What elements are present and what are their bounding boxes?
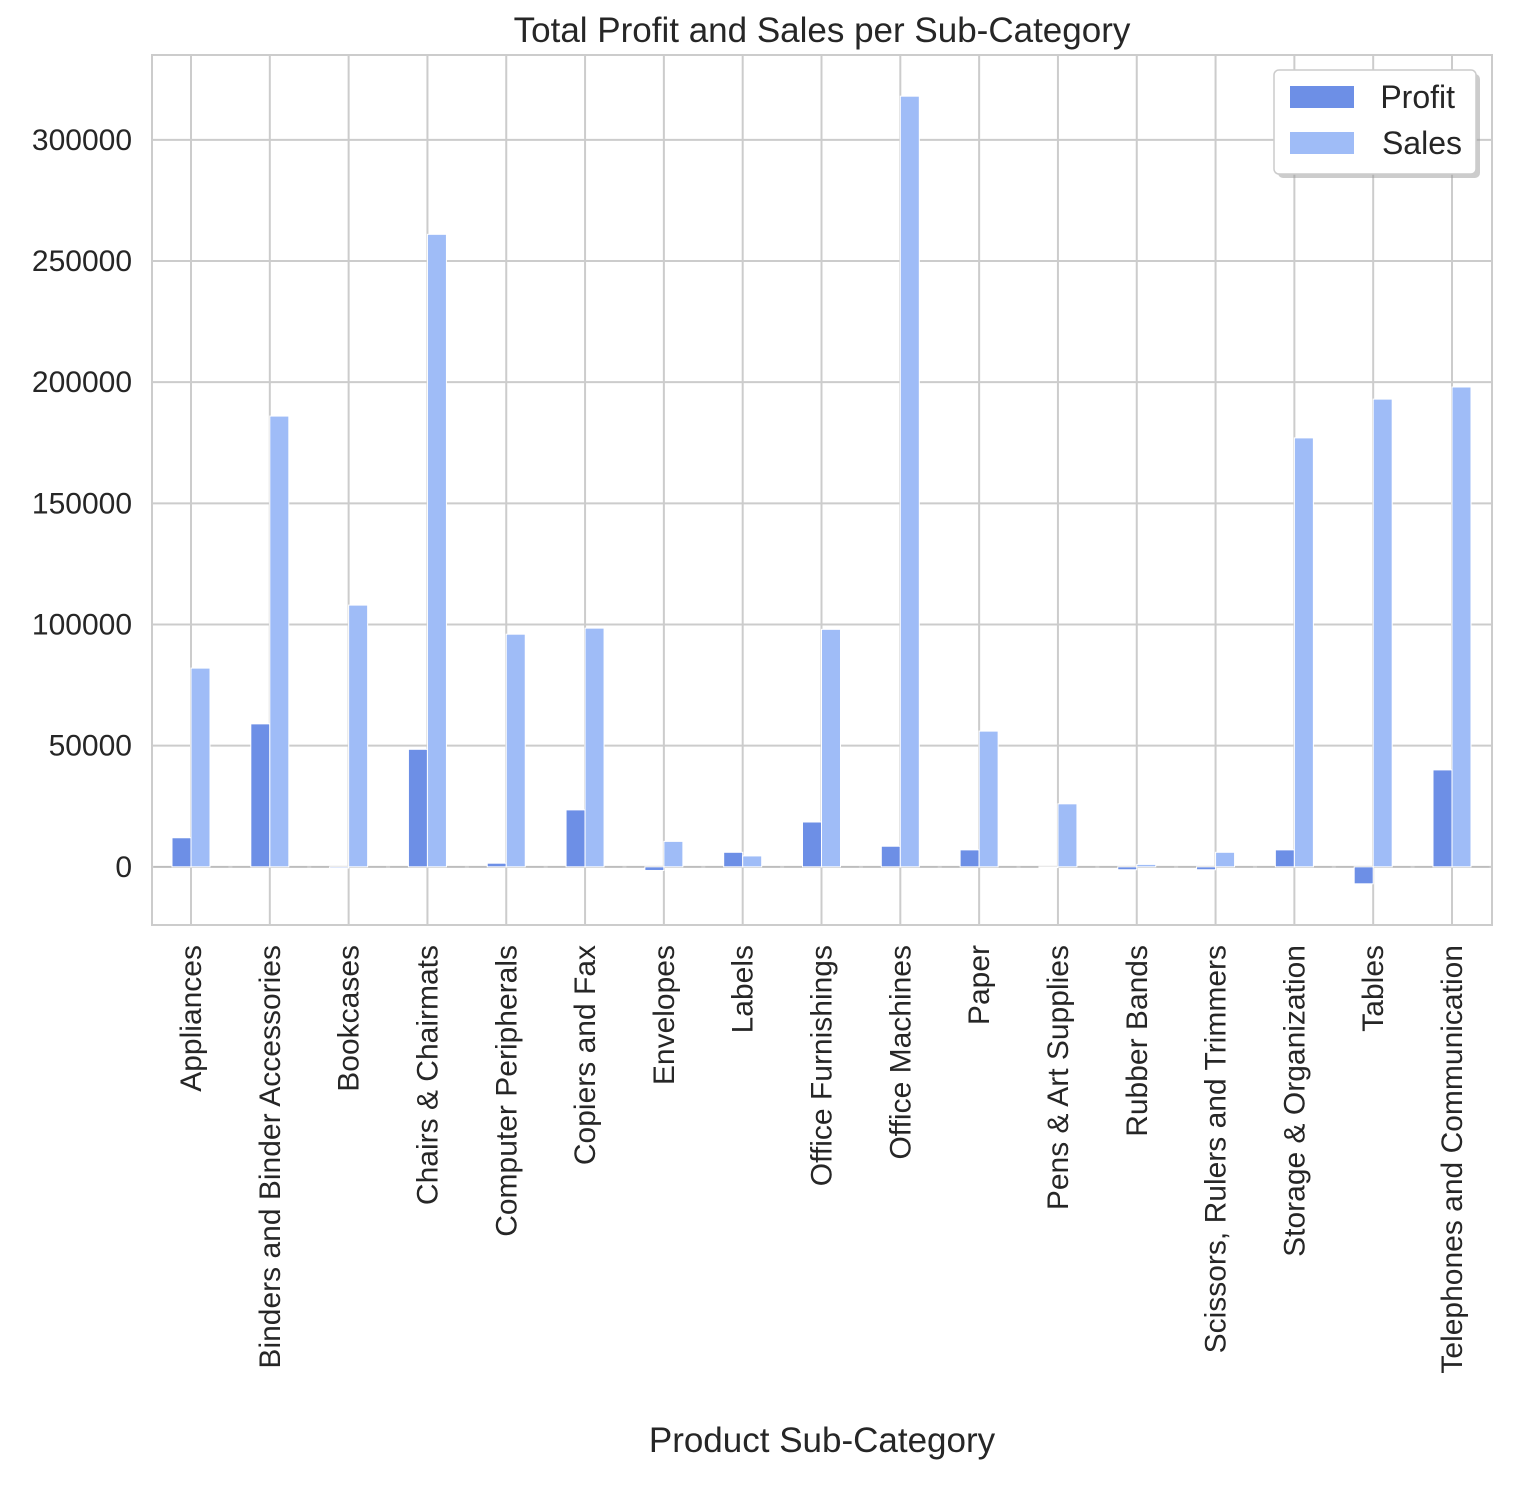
y-tick-label: 0 [115, 851, 132, 884]
bar-sales [269, 415, 290, 868]
bar-profit [329, 866, 350, 869]
x-tick-label: Storage & Organization [1278, 945, 1311, 1257]
legend-swatch-sales [1290, 132, 1354, 154]
y-tick-label: 150000 [32, 487, 132, 520]
x-axis-label: Product Sub-Category [649, 1421, 996, 1460]
bar-sales [348, 604, 369, 868]
bar-sales [505, 633, 526, 868]
bar-sales [190, 667, 211, 868]
chart-title: Total Profit and Sales per Sub-Category [514, 11, 1131, 50]
bar-sales [1215, 851, 1236, 868]
bar-profit [565, 809, 586, 868]
bar-profit [1038, 866, 1059, 869]
y-tick-label: 250000 [32, 245, 132, 278]
legend-swatch-profit [1290, 86, 1354, 108]
bar-sales [821, 628, 841, 868]
x-tick-label: Telephones and Communication [1436, 945, 1469, 1374]
bar-sales [978, 730, 999, 868]
x-tick-label: Rubber Bands [1121, 945, 1154, 1137]
bar-sales [1057, 803, 1078, 868]
bar-profit [802, 821, 822, 868]
x-tick-label: Bookcases [333, 945, 366, 1092]
bar-profit [959, 849, 980, 868]
bar-sales [663, 840, 684, 868]
bar-profit [723, 851, 744, 868]
x-tick-label: Copiers and Fax [569, 945, 602, 1165]
x-tick-label: Binders and Binder Accessories [254, 945, 287, 1369]
y-tick-labels: 0 50000 100000 150000 200000 250000 300000 [32, 124, 132, 884]
x-tick-labels: Appliances Binders and Binder Accessories… [175, 945, 1469, 1374]
bar-sales [899, 95, 920, 868]
y-tick-label: 200000 [32, 366, 132, 399]
bar-profit [250, 723, 271, 868]
y-tick-label: 300000 [32, 124, 132, 157]
bar-sales [1372, 398, 1393, 868]
x-tick-label: Tables [1357, 945, 1390, 1032]
y-tick-label: 100000 [32, 608, 132, 641]
bar-sales [1451, 386, 1472, 868]
bar-sales [426, 233, 447, 868]
bar-sales [1136, 863, 1157, 868]
bar-profit [486, 862, 507, 868]
bar-profit [880, 845, 901, 868]
bar-profit [1117, 866, 1138, 871]
bar-profit [1432, 769, 1453, 868]
legend-label-profit: Profit [1380, 79, 1455, 115]
y-tick-label: 50000 [49, 730, 132, 763]
legend-label-sales: Sales [1382, 125, 1462, 161]
x-tick-label: Labels [727, 945, 760, 1033]
bars [153, 95, 1490, 885]
bar-profit [1196, 866, 1217, 871]
x-tick-label: Paper [963, 945, 996, 1025]
bar-profit [171, 837, 192, 868]
x-tick-label: Office Furnishings [806, 945, 839, 1186]
x-tick-label: Envelopes [648, 945, 681, 1085]
x-tick-label: Scissors, Rulers and Trimmers [1200, 945, 1233, 1353]
bar-sales [742, 855, 763, 868]
x-tick-label: Pens & Art Supplies [1042, 945, 1075, 1210]
bar-profit [407, 748, 428, 868]
plot-frame [151, 54, 1493, 926]
bar-sales [1293, 437, 1314, 868]
bar-sales [584, 627, 605, 868]
bar-profit [644, 866, 665, 871]
x-tick-label: Chairs & Chairmats [411, 945, 444, 1205]
bar-profit [1353, 866, 1374, 885]
x-tick-label: Computer Peripherals [490, 945, 523, 1237]
legend: Profit Sales [1273, 69, 1480, 178]
bar-profit [1274, 849, 1295, 868]
x-tick-label: Appliances [175, 945, 208, 1092]
x-tick-label: Office Machines [884, 945, 917, 1160]
